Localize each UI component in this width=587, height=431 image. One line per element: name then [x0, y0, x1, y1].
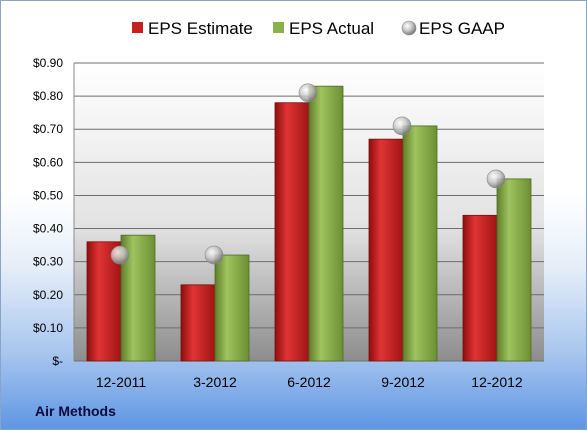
y-tick-label: $0.70 [33, 122, 63, 136]
y-tick-label: $0.80 [33, 89, 63, 103]
x-tick-label: 9-2012 [381, 374, 425, 390]
y-tick-label: $0.50 [33, 188, 63, 202]
bar-eps-actual [308, 85, 344, 362]
bar-eps-estimate [274, 102, 310, 362]
x-tick-label: 12-2011 [96, 374, 147, 390]
bar-eps-actual [120, 234, 156, 362]
bar-eps-estimate [368, 138, 404, 362]
x-tick-label: 12-2012 [471, 374, 523, 390]
marker-eps-gaap [204, 245, 224, 265]
legend: EPS Estimate EPS Actual EPS GAAP [132, 19, 505, 38]
y-axis-ticks: $- $0.10 $0.20 $0.30 $0.40 $0.50 $0.60 $0.70 $0.… [33, 56, 63, 368]
x-tick-label: 6-2012 [287, 374, 331, 390]
y-tick-label: $0.40 [33, 222, 63, 236]
marker-eps-gaap [486, 169, 506, 189]
legend-swatch-estimate [132, 22, 143, 33]
y-tick-label: $0.90 [33, 56, 63, 70]
marker-eps-gaap [392, 116, 412, 136]
legend-label: EPS Estimate [148, 19, 253, 38]
bar-eps-actual [496, 178, 532, 362]
y-tick-label: $0.20 [33, 288, 63, 302]
legend-label: EPS Actual [289, 19, 374, 38]
bars [86, 85, 532, 362]
marker-eps-gaap [110, 245, 130, 265]
y-tick-label: $0.30 [33, 255, 63, 269]
marker-eps-gaap [298, 83, 318, 103]
bar-eps-actual [402, 125, 438, 362]
y-tick-label: $- [52, 354, 63, 368]
bar-eps-actual [214, 254, 250, 362]
bar-eps-estimate [180, 284, 216, 362]
legend-swatch-gaap [401, 20, 417, 36]
gaap-markers [110, 83, 506, 265]
company-name: Air Methods [35, 403, 116, 419]
x-tick-label: 3-2012 [193, 374, 237, 390]
y-tick-label: $0.10 [33, 321, 63, 335]
bar-eps-estimate [462, 214, 498, 362]
x-axis-labels: 12-2011 3-2012 6-2012 9-2012 12-2012 [96, 374, 523, 390]
legend-label: EPS GAAP [419, 19, 505, 38]
legend-swatch-actual [273, 22, 284, 33]
y-tick-label: $0.60 [33, 155, 63, 169]
